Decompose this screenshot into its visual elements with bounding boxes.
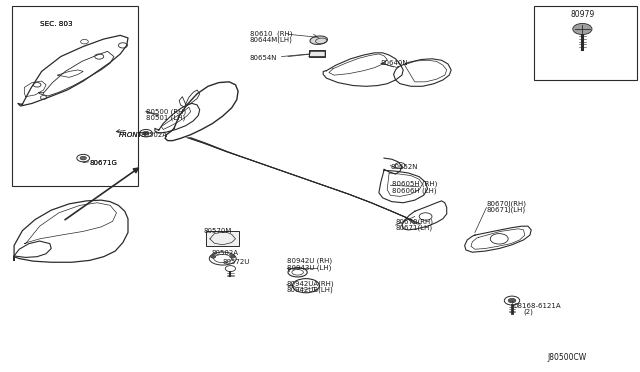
Text: 80943U (LH): 80943U (LH) [287, 264, 331, 271]
Text: 80610  (RH): 80610 (RH) [250, 31, 292, 38]
Text: 80671G: 80671G [90, 160, 118, 166]
Text: SEC. 803: SEC. 803 [40, 21, 72, 27]
Text: 80605H (RH): 80605H (RH) [392, 181, 437, 187]
Circle shape [211, 255, 216, 258]
Text: 80671G: 80671G [90, 160, 118, 166]
Text: 80501 (LH): 80501 (LH) [146, 115, 185, 121]
Text: 80942U (RH): 80942U (RH) [287, 258, 332, 264]
Text: 80942UB(LH): 80942UB(LH) [287, 286, 333, 293]
Text: 80671(LH): 80671(LH) [396, 224, 433, 231]
Text: 80652N: 80652N [390, 164, 418, 170]
Text: J80500CW: J80500CW [547, 353, 586, 362]
Text: 80671J(LH): 80671J(LH) [486, 207, 525, 214]
Text: 80644M(LH): 80644M(LH) [250, 37, 292, 44]
Text: 80500 (RH): 80500 (RH) [146, 108, 186, 115]
Text: 80670(RH): 80670(RH) [396, 218, 433, 225]
Text: 80502A: 80502A [211, 250, 238, 256]
Text: 80640N: 80640N [381, 60, 408, 66]
Text: 80570M: 80570M [204, 228, 232, 234]
Bar [309, 50, 325, 57]
Circle shape [230, 255, 235, 258]
Ellipse shape [310, 36, 328, 44]
Text: 80572U: 80572U [223, 259, 250, 265]
Text: FRONT: FRONT [119, 132, 143, 138]
Text: FRONT: FRONT [119, 132, 143, 138]
Text: 80942UA(RH): 80942UA(RH) [287, 280, 334, 287]
Circle shape [573, 23, 592, 35]
Bar [534, 6, 637, 80]
Text: (2): (2) [524, 308, 533, 315]
Bar [206, 231, 239, 246]
Circle shape [143, 131, 149, 135]
Text: 80606H (LH): 80606H (LH) [392, 187, 436, 194]
Text: 80654N: 80654N [250, 55, 277, 61]
Text: 80670J(RH): 80670J(RH) [486, 201, 526, 207]
Text: 80502A: 80502A [141, 132, 168, 138]
Text: SEC. 803: SEC. 803 [40, 21, 72, 27]
Text: 80979: 80979 [570, 10, 595, 19]
Circle shape [508, 298, 516, 303]
Circle shape [80, 156, 86, 160]
Bar [12, 6, 138, 186]
Text: 08168-6121A: 08168-6121A [513, 303, 561, 309]
